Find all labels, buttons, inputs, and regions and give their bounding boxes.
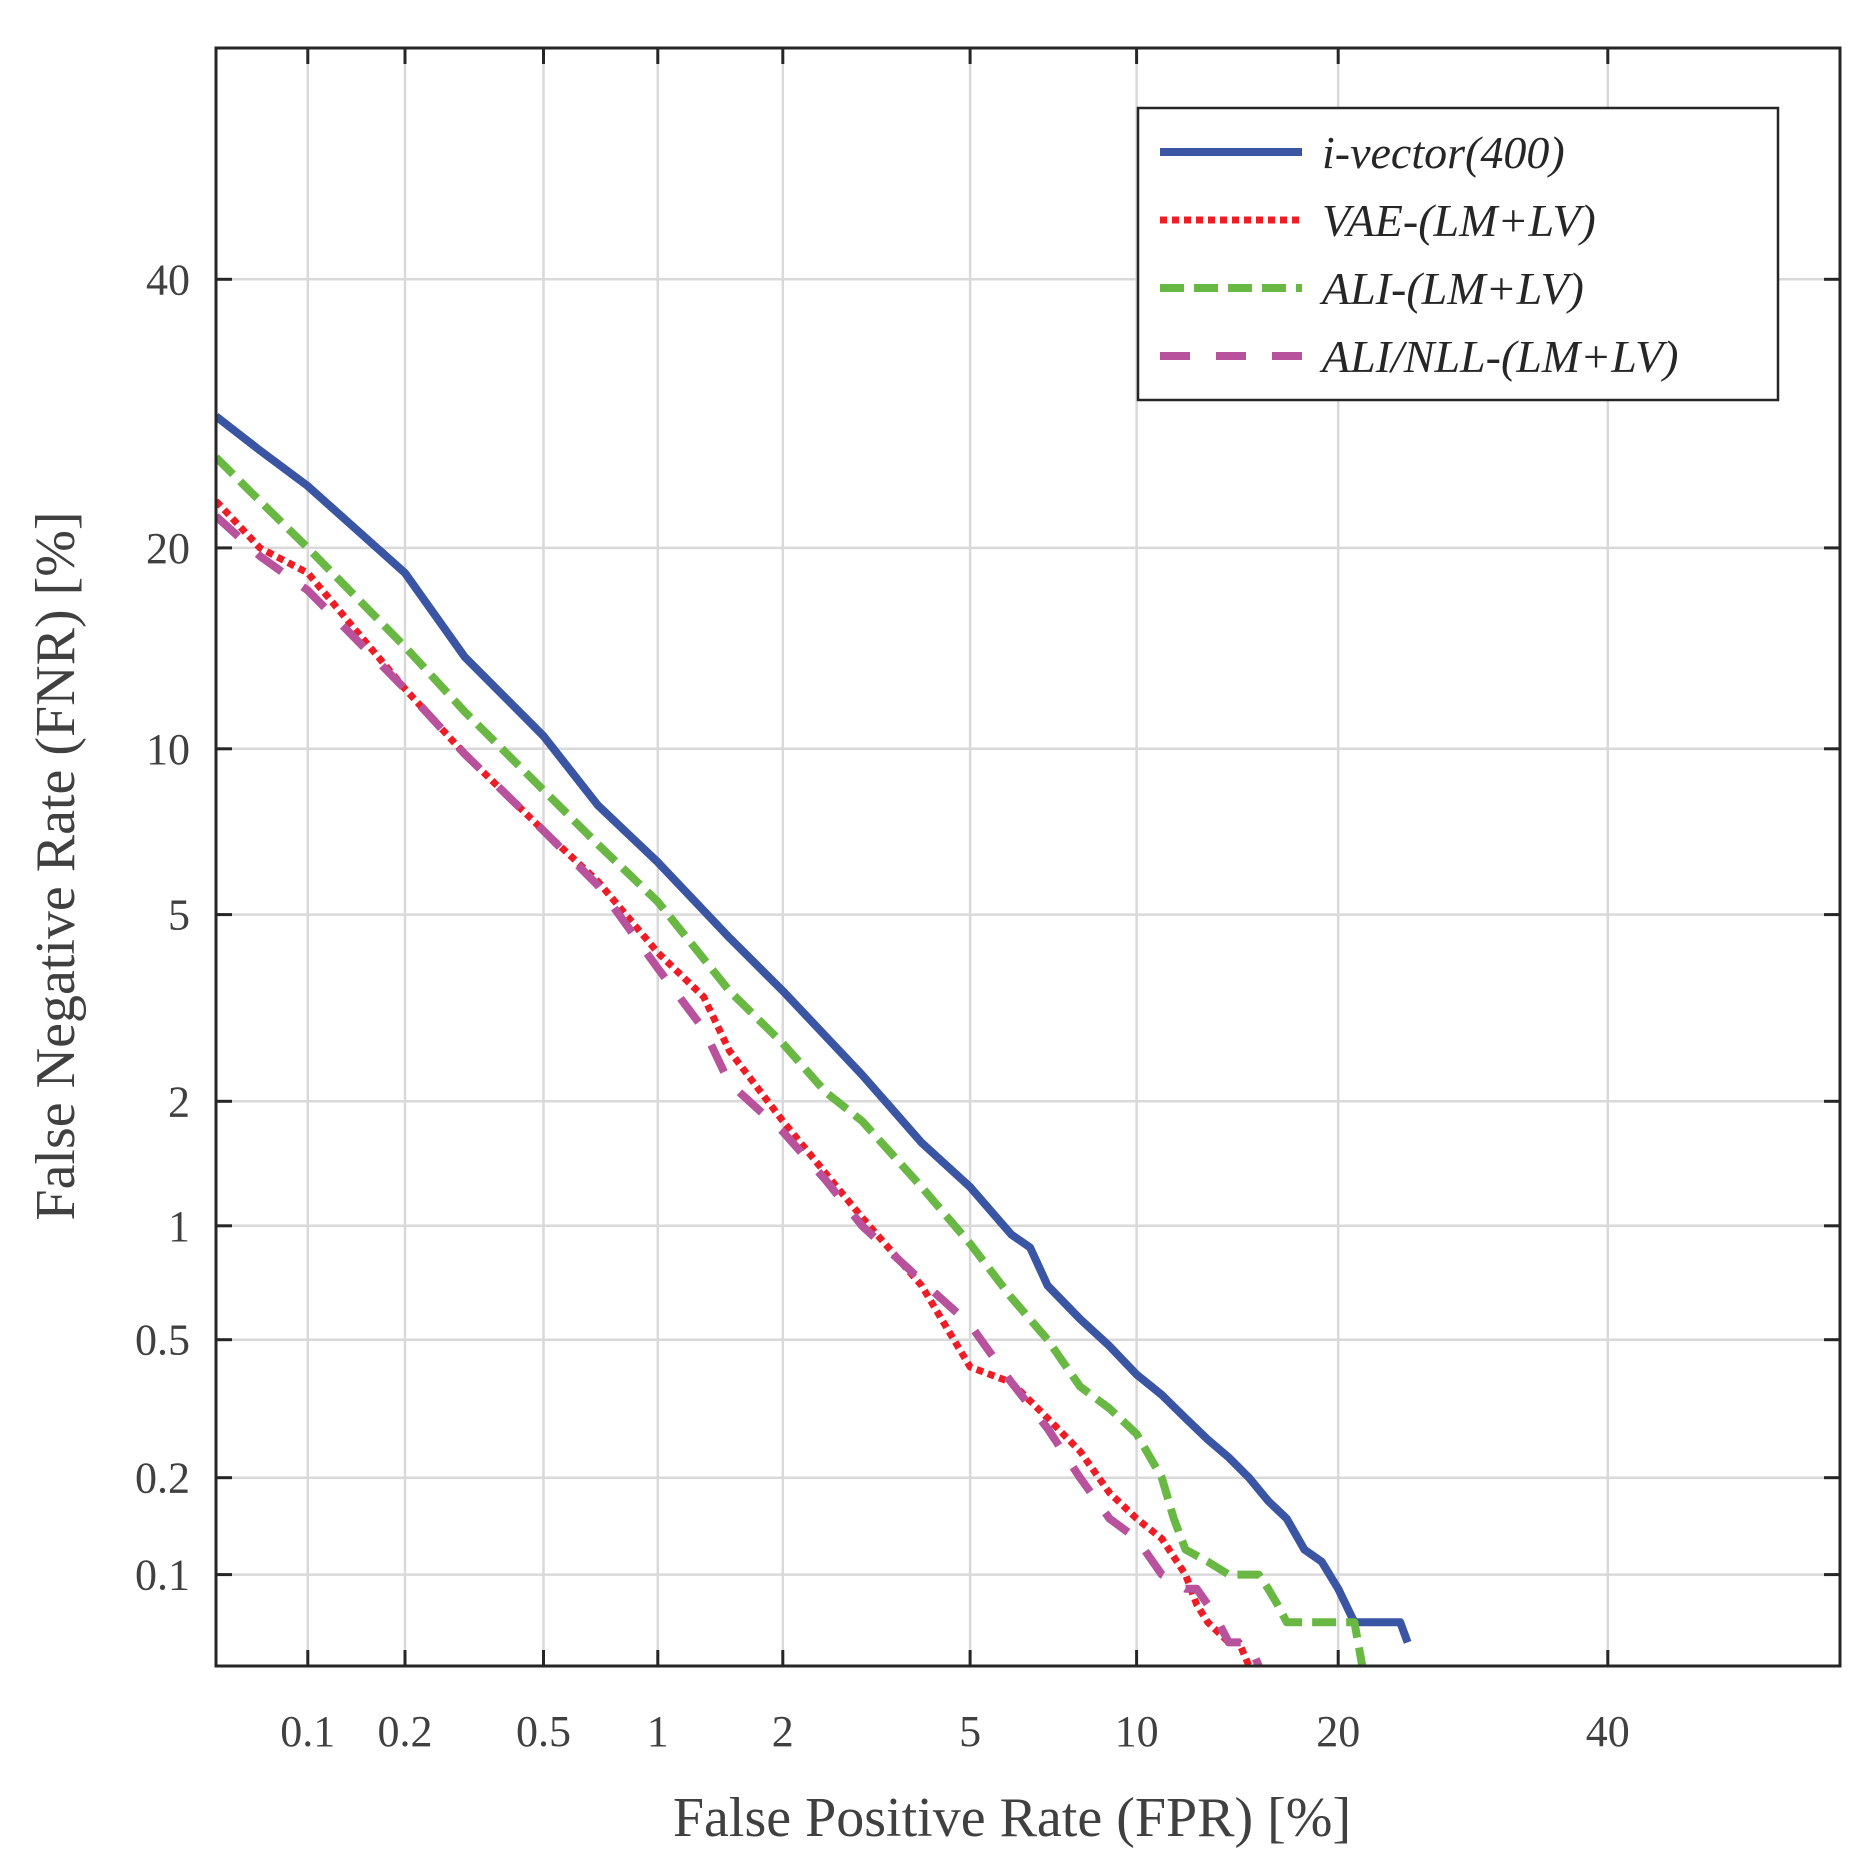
series-layer [216,413,1412,1666]
y-tick-label: 40 [146,255,190,304]
legend-box [1136,106,1780,402]
x-tick-label: 2 [772,1707,794,1756]
legend: i-vector(400) VAE-(LM+LV) ALI-(LM+LV) ALI/N… [1136,106,1780,402]
series-line-1 [216,413,1412,1644]
x-tick-label: 5 [959,1707,981,1756]
y-tick-label: 5 [168,891,190,940]
legend-label: ALI-(LM+LV) [1319,263,1584,314]
y-tick-label: 1 [168,1202,190,1251]
plot-frame [214,46,1842,1668]
y-tick-label: 2 [168,1077,190,1126]
series-line-2 [216,498,1253,1666]
legend-label: i-vector(400) [1322,127,1565,178]
y-tick-label: 0.5 [135,1316,190,1365]
x-tick-label: 40 [1586,1707,1630,1756]
x-axis-label: False Positive Rate (FPR) [%] [673,1787,1351,1849]
y-tick-label: 20 [146,524,190,573]
y-tick-label: 0.2 [135,1454,190,1503]
y-tick-label: 0.1 [135,1551,190,1600]
y-tick-label: 10 [146,725,190,774]
legend-label: ALI/NLL-(LM+LV) [1319,331,1679,382]
legend-label: VAE-(LM+LV) [1322,195,1596,246]
x-tick-label: 10 [1115,1707,1159,1756]
y-axis-label: False Negative Rate (FNR) [%] [25,511,87,1220]
x-tick-label: 0.1 [280,1707,335,1756]
series-line-4 [216,513,1263,1666]
x-tick-label: 20 [1316,1707,1360,1756]
x-tick-label: 1 [647,1707,669,1756]
x-tick-label: 0.2 [378,1707,433,1756]
tick-layer: 0.1 0.2 0.5 1 2 5 10 20 40 0.1 0.2 0.5 1 2 5 10 20 40 [135,48,1840,1756]
x-tick-label: 0.5 [516,1707,571,1756]
